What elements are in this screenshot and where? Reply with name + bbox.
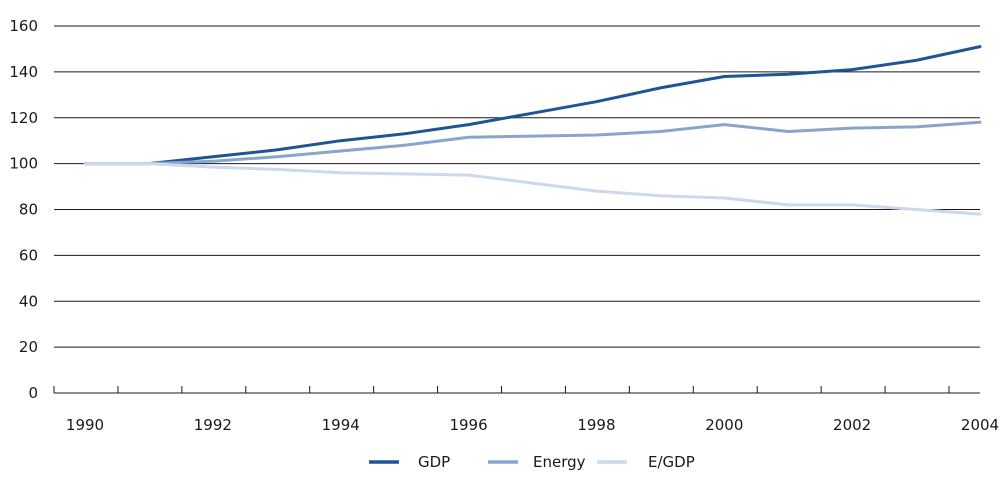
x-tick-label: 1998 — [577, 416, 615, 434]
series-line-e-gdp — [83, 162, 982, 216]
gridlines — [54, 25, 980, 348]
y-tick-label: 160 — [9, 17, 38, 35]
x-tick-label: 1992 — [194, 416, 232, 434]
x-tick-label: 2000 — [705, 416, 743, 434]
series-line-energy — [83, 120, 982, 166]
y-tick-label: 60 — [19, 246, 38, 264]
y-tick-label: 0 — [28, 384, 38, 402]
x-tick-label: 1990 — [66, 416, 104, 434]
legend: GDP Energy E/GDP — [369, 453, 695, 471]
axes: 0 20 40 60 80 100 120 140 160 1990 1992 1994 1996 199… — [9, 17, 999, 434]
x-tick-label: 2002 — [833, 416, 871, 434]
x-tick-label: 1994 — [322, 416, 360, 434]
y-tick-label: 140 — [9, 63, 38, 81]
series-line-gdp — [83, 45, 982, 166]
legend-label: GDP — [418, 453, 450, 471]
x-tick-label: 2004 — [961, 416, 999, 434]
legend-label: E/GDP — [648, 453, 695, 471]
y-tick-label: 40 — [19, 292, 38, 310]
x-tick-label: 1996 — [449, 416, 487, 434]
y-tick-label: 120 — [9, 109, 38, 127]
y-tick-label: 100 — [9, 155, 38, 173]
legend-label: Energy — [533, 453, 586, 471]
y-tick-label: 80 — [19, 201, 38, 219]
series-lines — [83, 45, 982, 216]
y-tick-label: 20 — [19, 338, 38, 356]
